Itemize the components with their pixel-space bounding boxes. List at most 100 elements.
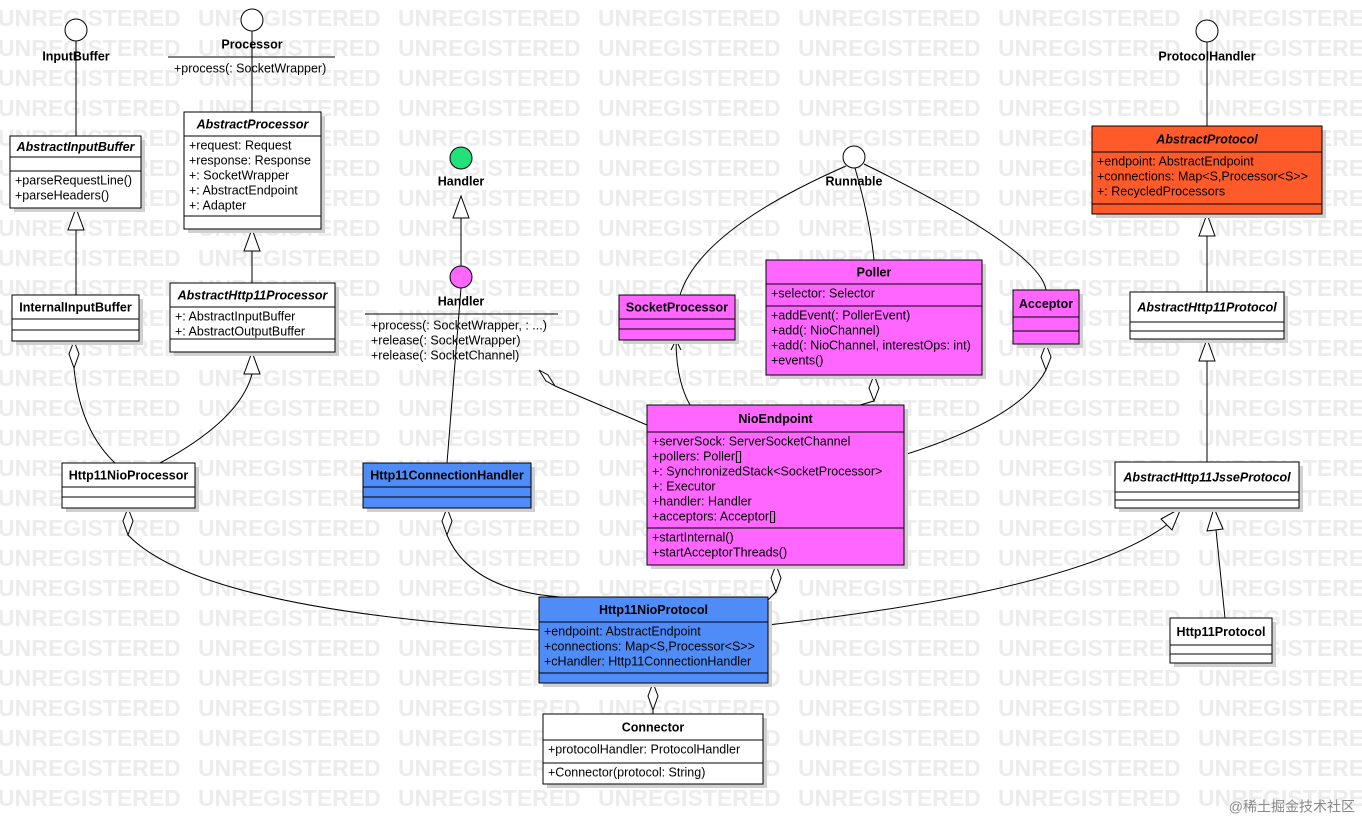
- aggregation: [446, 534, 561, 598]
- realization: [679, 165, 847, 296]
- watermark: UNREGISTERED: [1198, 395, 1362, 421]
- class-name: Http11Protocol: [1177, 625, 1266, 639]
- class-box: AbstractInputBuffer +parseRequestLine()+p…: [9, 135, 145, 212]
- generalization: [159, 373, 253, 464]
- watermark: UNREGISTERED: [198, 785, 381, 811]
- class-name: InternalInputBuffer: [19, 300, 132, 314]
- watermark: UNREGISTERED: [198, 575, 381, 601]
- watermark: UNREGISTERED: [198, 485, 381, 511]
- watermark: UNREGISTERED: [1198, 515, 1362, 541]
- credit: @稀土掘金技术社区: [1229, 799, 1355, 815]
- watermark: UNREGISTERED: [198, 725, 381, 751]
- class-body: [542, 713, 764, 785]
- class-body: [618, 294, 736, 341]
- class-body: [1114, 461, 1300, 509]
- attribute: +protocolHandler: ProtocolHandler: [548, 742, 740, 756]
- arrow-head: [243, 350, 261, 375]
- watermark: UNREGISTERED: [798, 725, 981, 751]
- nodes: InputBuffer Processor +process(: SocketWra…: [9, 8, 1326, 788]
- watermark: UNREGISTERED: [798, 695, 981, 721]
- watermark: UNREGISTERED: [598, 185, 781, 211]
- class-box: Http11ConnectionHandler: [362, 462, 535, 512]
- class-box: NioEndpoint +serverSock: ServerSocketChan…: [646, 404, 908, 569]
- attribute: +: SocketWrapper: [189, 168, 289, 182]
- watermark: UNREGISTERED: [1198, 545, 1362, 571]
- attribute: +: AbstractEndpoint: [189, 183, 298, 197]
- watermark: UNREGISTERED: [598, 125, 781, 151]
- interface-label: ProtocolHandler: [1158, 49, 1255, 63]
- watermark: UNREGISTERED: [998, 425, 1181, 451]
- watermark: UNREGISTERED: [1198, 95, 1362, 121]
- watermark: UNREGISTERED: [798, 185, 981, 211]
- watermark: UNREGISTERED: [798, 35, 981, 61]
- watermark: UNREGISTERED: [0, 785, 181, 811]
- attribute: +selector: Selector: [771, 286, 875, 300]
- watermark: UNREGISTERED: [598, 35, 781, 61]
- watermark: UNREGISTERED: [998, 5, 1181, 31]
- operation: +add(: NioChannel): [771, 323, 880, 337]
- aggregation: [127, 534, 540, 631]
- watermark: UNREGISTERED: [198, 365, 381, 391]
- watermark: UNREGISTERED: [398, 365, 581, 391]
- edges: [67, 31, 1226, 714]
- watermark: UNREGISTERED: [0, 695, 181, 721]
- watermark: UNREGISTERED: [398, 395, 581, 421]
- class-name: AbstractHttp11JsseProtocol: [1122, 470, 1291, 484]
- attribute: +handler: Handler: [652, 494, 752, 508]
- watermark: UNREGISTERED: [198, 545, 381, 571]
- watermark: UNREGISTERED: [798, 575, 981, 601]
- attribute: +: SynchronizedStack<SocketProcessor>: [652, 464, 882, 478]
- watermark-layer: UNREGISTERED UNREGISTERED UNREGISTERED UNRE…: [0, 5, 1362, 811]
- interface-icon: [449, 146, 473, 170]
- operation: +Connector(protocol: String): [548, 765, 705, 779]
- aggregation: [859, 400, 875, 406]
- operation: +addEvent(: PollerEvent): [771, 308, 910, 322]
- operation: +parseRequestLine(): [15, 173, 132, 187]
- watermark: UNREGISTERED: [598, 95, 781, 121]
- class-box: AbstractHttp11Protocol: [1129, 291, 1288, 343]
- watermark: UNREGISTERED: [998, 245, 1181, 271]
- class-name: AbstractHttp11Protocol: [1136, 300, 1277, 314]
- class-name: AbstractHttp11Processor: [177, 288, 329, 302]
- class-body: [538, 596, 769, 684]
- watermark: UNREGISTERED: [598, 245, 781, 271]
- arrow-head: [243, 227, 261, 252]
- watermark: UNREGISTERED: [1198, 725, 1362, 751]
- watermark: UNREGISTERED: [398, 65, 581, 91]
- watermark: UNREGISTERED: [1198, 575, 1362, 601]
- watermark: UNREGISTERED: [998, 395, 1181, 421]
- watermark: UNREGISTERED: [198, 5, 381, 31]
- interface-label: Handler: [438, 174, 485, 188]
- class-body: [1129, 291, 1285, 340]
- interface-icon: [1195, 19, 1219, 43]
- watermark: UNREGISTERED: [198, 395, 381, 421]
- watermark: UNREGISTERED: [998, 365, 1181, 391]
- watermark: UNREGISTERED: [1198, 665, 1362, 691]
- watermark: UNREGISTERED: [0, 515, 181, 541]
- arrow-head: [1160, 506, 1182, 531]
- operation: +parseHeaders(): [15, 188, 109, 202]
- watermark: UNREGISTERED: [998, 515, 1181, 541]
- attribute: +response: Response: [189, 153, 311, 167]
- watermark: UNREGISTERED: [998, 755, 1181, 781]
- interface-label: Handler: [438, 294, 485, 308]
- watermark: UNREGISTERED: [0, 5, 181, 31]
- watermark: UNREGISTERED: [798, 665, 981, 691]
- watermark: UNREGISTERED: [398, 125, 581, 151]
- watermark: UNREGISTERED: [998, 575, 1181, 601]
- class-name: NioEndpoint: [738, 412, 813, 426]
- watermark: UNREGISTERED: [1198, 695, 1362, 721]
- class-name: Connector: [622, 720, 685, 734]
- operation: +process(: SocketWrapper): [174, 61, 326, 75]
- watermark: UNREGISTERED: [798, 785, 981, 811]
- interface-label: InputBuffer: [42, 49, 109, 63]
- watermark: UNREGISTERED: [1198, 5, 1362, 31]
- class-body: [1169, 617, 1273, 664]
- watermark: UNREGISTERED: [398, 155, 581, 181]
- interface-label: Processor: [221, 37, 282, 51]
- class-box: Connector +protocolHandler: ProtocolHandl…: [542, 713, 767, 788]
- class-box: AbstractProcessor +request: Request+respo…: [183, 111, 325, 233]
- class-box: Poller +selector: Selector +addEvent(: Pol…: [765, 259, 986, 379]
- class-name: Acceptor: [1019, 297, 1073, 311]
